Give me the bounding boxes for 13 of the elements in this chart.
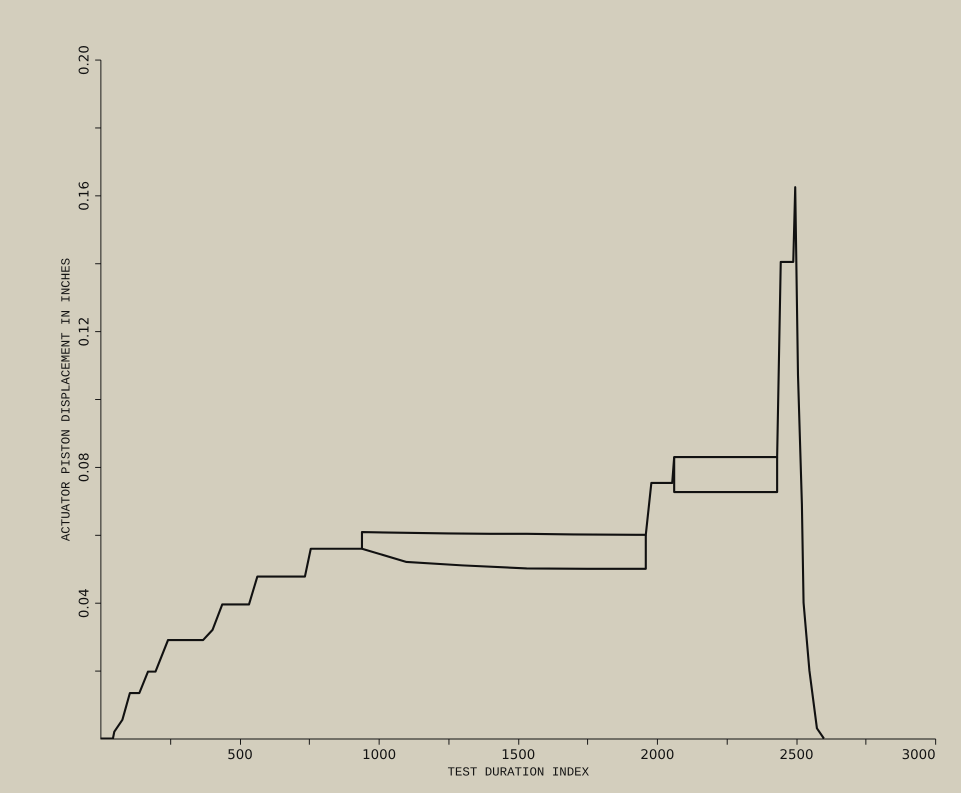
y-tick-label: 0.16 [77, 180, 92, 211]
x-tick-label: 500 [227, 748, 253, 764]
y-axis-title: ACTUATOR PISTON DISPLACEMENT IN INCHES [59, 258, 74, 542]
x-tick-label: 2000 [640, 748, 674, 764]
y-tick-label: 0.08 [77, 452, 92, 482]
x-tick-label: 1000 [362, 748, 396, 764]
x-tick-label: 3000 [902, 748, 936, 764]
y-tick-label: 0.12 [77, 316, 92, 347]
y-tick-label: 0.20 [77, 45, 92, 75]
x-tick-label: 2500 [780, 748, 814, 764]
x-tick-label: 1500 [501, 748, 536, 764]
y-tick-label: 0.04 [77, 588, 92, 618]
x-axis-title: TEST DURATION INDEX [447, 765, 590, 780]
